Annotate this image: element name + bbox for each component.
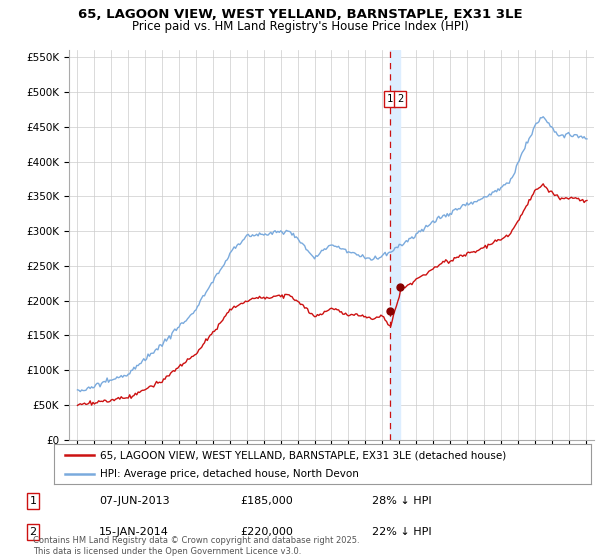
Bar — [390, 50, 400, 440]
Text: 07-JUN-2013: 07-JUN-2013 — [99, 496, 170, 506]
Text: 65, LAGOON VIEW, WEST YELLAND, BARNSTAPLE, EX31 3LE: 65, LAGOON VIEW, WEST YELLAND, BARNSTAPL… — [77, 8, 523, 21]
Text: Contains HM Land Registry data © Crown copyright and database right 2025.
This d: Contains HM Land Registry data © Crown c… — [33, 536, 359, 556]
Text: £220,000: £220,000 — [240, 527, 293, 537]
Text: 15-JAN-2014: 15-JAN-2014 — [99, 527, 169, 537]
Text: 22% ↓ HPI: 22% ↓ HPI — [372, 527, 431, 537]
Text: HPI: Average price, detached house, North Devon: HPI: Average price, detached house, Nort… — [100, 469, 359, 479]
Text: 2: 2 — [397, 94, 403, 104]
Text: Price paid vs. HM Land Registry's House Price Index (HPI): Price paid vs. HM Land Registry's House … — [131, 20, 469, 32]
Text: 1: 1 — [386, 94, 393, 104]
Text: 28% ↓ HPI: 28% ↓ HPI — [372, 496, 431, 506]
Text: 1: 1 — [29, 496, 37, 506]
Text: £185,000: £185,000 — [240, 496, 293, 506]
Text: 2: 2 — [29, 527, 37, 537]
Text: 65, LAGOON VIEW, WEST YELLAND, BARNSTAPLE, EX31 3LE (detached house): 65, LAGOON VIEW, WEST YELLAND, BARNSTAPL… — [100, 450, 506, 460]
